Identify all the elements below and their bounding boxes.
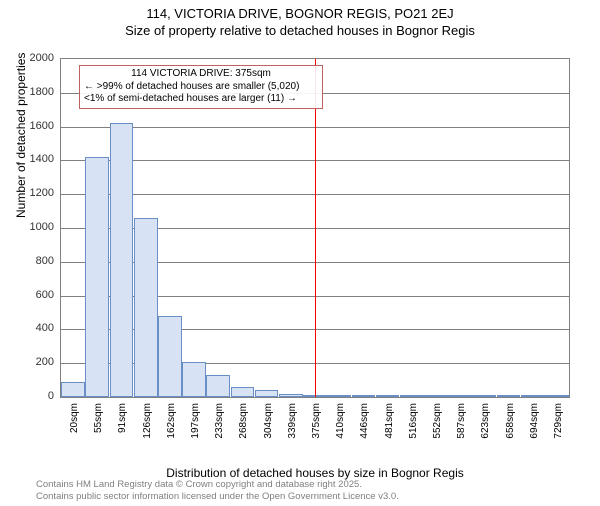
x-axis-label: Distribution of detached houses by size …	[60, 466, 570, 480]
histogram-bar	[352, 395, 376, 397]
histogram-bar	[182, 362, 206, 397]
histogram-bar	[497, 395, 521, 397]
histogram-bar	[327, 395, 351, 397]
y-tick-label: 800	[14, 255, 54, 267]
histogram-bar	[424, 395, 448, 397]
histogram-bar	[400, 395, 424, 397]
x-tick-label: 197sqm	[190, 403, 201, 439]
y-tick-label: 2000	[14, 52, 54, 64]
x-tick-label: 55sqm	[93, 403, 104, 433]
x-tick-label: 446sqm	[359, 403, 370, 439]
y-tick-label: 0	[14, 390, 54, 402]
histogram-bar	[206, 375, 230, 397]
histogram-bar	[279, 394, 303, 397]
y-tick-label: 1400	[14, 153, 54, 165]
x-tick-label: 658sqm	[505, 403, 516, 439]
histogram-bar	[85, 157, 109, 397]
x-tick-label: 162sqm	[166, 403, 177, 439]
page-title: 114, VICTORIA DRIVE, BOGNOR REGIS, PO21 …	[0, 6, 600, 23]
x-tick-label: 91sqm	[117, 403, 128, 433]
x-tick-label: 268sqm	[238, 403, 249, 439]
x-tick-label: 729sqm	[553, 403, 564, 439]
chart-container: 20sqm55sqm91sqm126sqm162sqm197sqm233sqm2…	[60, 58, 570, 428]
x-tick-label: 481sqm	[384, 403, 395, 439]
x-tick-label: 233sqm	[214, 403, 225, 439]
annotation-left: ← >99% of detached houses are smaller (5…	[84, 81, 318, 94]
annotation-box: 114 VICTORIA DRIVE: 375sqm← >99% of deta…	[79, 65, 323, 109]
histogram-bar	[376, 395, 400, 397]
histogram-bar	[110, 123, 134, 397]
y-tick-label: 1800	[14, 86, 54, 98]
histogram-bar	[448, 395, 472, 397]
histogram-bar	[158, 316, 182, 397]
x-tick-label: 126sqm	[142, 403, 153, 439]
x-tick-label: 694sqm	[529, 403, 540, 439]
x-tick-label: 516sqm	[408, 403, 419, 439]
reference-line	[315, 59, 316, 397]
x-tick-label: 375sqm	[311, 403, 322, 439]
histogram-bar	[545, 395, 569, 397]
x-tick-label: 587sqm	[456, 403, 467, 439]
x-tick-label: 410sqm	[335, 403, 346, 439]
annotation-right: <1% of semi-detached houses are larger (…	[84, 93, 318, 106]
page-subtitle: Size of property relative to detached ho…	[0, 23, 600, 38]
histogram-bar	[231, 387, 255, 397]
histogram-bar	[472, 395, 496, 397]
y-tick-label: 200	[14, 356, 54, 368]
footer-line-2: Contains public sector information licen…	[36, 491, 399, 502]
footer-attribution: Contains HM Land Registry data © Crown c…	[36, 479, 399, 502]
histogram-bar	[134, 218, 158, 397]
x-tick-label: 623sqm	[480, 403, 491, 439]
histogram-bar	[255, 390, 279, 397]
histogram-bar	[61, 382, 85, 397]
x-tick-label: 304sqm	[263, 403, 274, 439]
y-tick-label: 600	[14, 289, 54, 301]
footer-line-1: Contains HM Land Registry data © Crown c…	[36, 479, 399, 490]
y-tick-label: 1200	[14, 187, 54, 199]
y-tick-label: 1000	[14, 221, 54, 233]
y-tick-label: 1600	[14, 120, 54, 132]
x-tick-label: 552sqm	[432, 403, 443, 439]
x-tick-label: 20sqm	[69, 403, 80, 433]
histogram-bar	[521, 395, 545, 397]
y-tick-label: 400	[14, 322, 54, 334]
annotation-title: 114 VICTORIA DRIVE: 375sqm	[84, 68, 318, 81]
plot-area: 20sqm55sqm91sqm126sqm162sqm197sqm233sqm2…	[60, 58, 570, 398]
x-tick-label: 339sqm	[287, 403, 298, 439]
